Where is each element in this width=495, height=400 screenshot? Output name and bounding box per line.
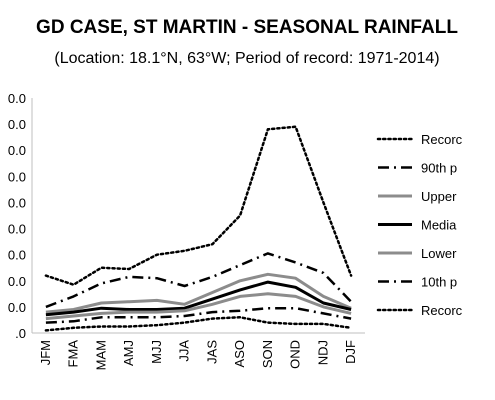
x-tick-label: MJJ <box>149 340 164 364</box>
series-line <box>44 316 353 332</box>
y-tick-label: 0.0 <box>8 248 26 263</box>
y-tick-label: .0 <box>15 326 26 341</box>
x-tick-label: AMJ <box>121 340 136 366</box>
x-tick-label: ASO <box>232 340 247 367</box>
series-line <box>45 252 353 309</box>
x-tick-label: JAS <box>204 340 219 364</box>
y-tick-label: 0.0 <box>8 222 26 237</box>
series-line <box>44 125 353 286</box>
y-tick-label: 0.0 <box>8 169 26 184</box>
x-tick-label: MAM <box>93 340 108 370</box>
x-tick-label: OND <box>288 340 303 369</box>
y-tick-label: 0.0 <box>8 274 26 289</box>
x-tick-label: DJF <box>343 340 358 364</box>
series-lines <box>44 125 353 332</box>
chart-title: GD CASE, ST MARTIN - SEASONAL RAINFALL <box>36 17 458 38</box>
y-tick-label: 0.0 <box>8 143 26 158</box>
series-line <box>45 272 352 314</box>
legend-label: Recorc <box>421 303 463 318</box>
legend-label: Media <box>421 218 457 233</box>
x-tick-label: SON <box>260 340 275 368</box>
series-line <box>45 292 352 321</box>
y-axis-ticks: .0 0.0 0.0 0.0 0.0 0.0 0.0 0.0 0.0 0.0 <box>8 91 26 341</box>
x-axis-ticks: JFM FMA MAM AMJ MJJ JJA JAS ASO SON OND NDJ DJF <box>38 340 358 371</box>
legend-label: 10th p <box>421 275 457 290</box>
series-line <box>45 280 352 317</box>
x-tick-label: JJA <box>177 340 192 362</box>
chart-subtitle: (Location: 18.1°N, 63°W; Period of recor… <box>54 50 439 67</box>
x-tick-label: NDJ <box>315 340 330 365</box>
legend-label: 90th p <box>421 161 457 176</box>
legend: Recorc 90th p Upper Media Lower 10th p Recorc <box>376 132 463 318</box>
series-line <box>45 306 352 324</box>
legend-label: Recorc <box>421 132 463 147</box>
x-tick-label: FMA <box>66 340 81 368</box>
y-tick-label: 0.0 <box>8 195 26 210</box>
x-tick-label: JFM <box>38 340 53 365</box>
y-tick-label: 0.0 <box>8 300 26 315</box>
y-tick-label: 0.0 <box>8 117 26 132</box>
y-tick-label: 0.0 <box>8 91 26 106</box>
legend-label: Lower <box>421 246 457 261</box>
legend-label: Upper <box>421 189 457 204</box>
